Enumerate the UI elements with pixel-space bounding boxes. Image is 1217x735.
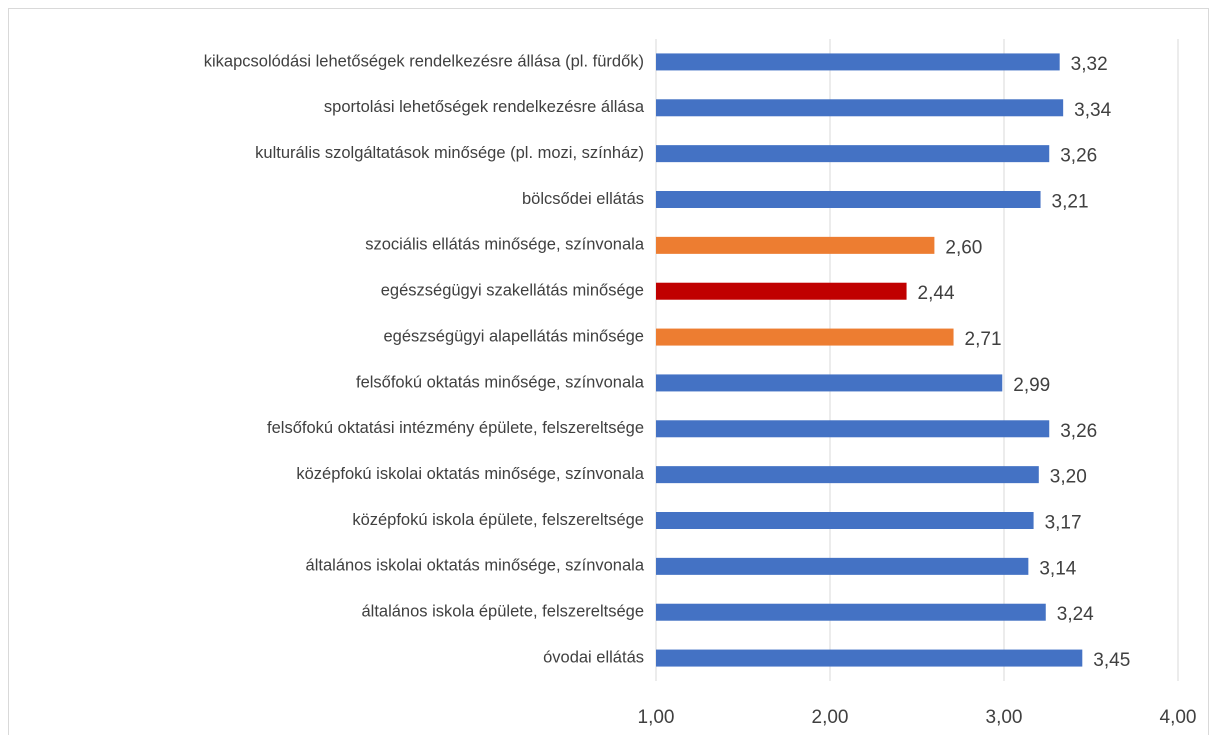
data-label: 3,24 (1057, 604, 1094, 625)
data-label: 3,20 (1050, 467, 1087, 488)
bar (656, 53, 1060, 71)
data-label: 3,14 (1039, 558, 1076, 579)
bar (656, 328, 954, 346)
y-tick-label: szociális ellátás minősége, színvonala (365, 236, 645, 254)
y-tick-label: középfokú iskola épülete, felszereltsége (352, 511, 644, 529)
bar (656, 374, 1003, 392)
bar (656, 99, 1064, 117)
bar (656, 557, 1029, 575)
y-tick-label: kikapcsolódási lehetőségek rendelkezésre… (204, 52, 644, 70)
data-label: 3,17 (1045, 513, 1082, 534)
bar (656, 191, 1041, 208)
bar (656, 282, 907, 300)
data-label: 2,71 (965, 329, 1002, 350)
bar (656, 603, 1046, 621)
y-tick-label: középfokú iskolai oktatás minősége, szín… (296, 465, 644, 483)
data-label: 3,45 (1093, 650, 1130, 671)
x-tick-label: 1,00 (638, 707, 675, 728)
y-tick-label: felsőfokú oktatási intézmény épülete, fe… (267, 419, 644, 437)
y-tick-label: kulturális szolgáltatások minősége (pl. … (255, 144, 644, 162)
data-label: 3,26 (1060, 421, 1097, 442)
y-tick-label: óvodai ellátás (543, 648, 644, 666)
data-label: 2,60 (945, 237, 982, 258)
x-tick-label: 4,00 (1160, 707, 1197, 728)
data-label: 2,99 (1013, 375, 1050, 396)
y-tick-label: általános iskola épülete, felszereltsége (361, 603, 644, 621)
bar (656, 649, 1083, 667)
data-label: 2,44 (918, 283, 955, 304)
data-label: 3,32 (1071, 54, 1108, 75)
y-tick-label: sportolási lehetőségek rendelkezésre áll… (324, 98, 645, 116)
bar (656, 236, 935, 254)
y-tick-label: felsőfokú oktatás minősége, színvonala (356, 373, 645, 391)
y-tick-label: egészségügyi alapellátás minősége (383, 327, 644, 345)
data-label: 3,21 (1052, 192, 1089, 213)
bar (656, 145, 1050, 163)
y-tick-label: bölcsődei ellátás (522, 190, 644, 208)
x-tick-label: 3,00 (986, 707, 1023, 728)
data-label: 3,34 (1074, 100, 1111, 121)
y-tick-label: általános iskolai oktatás minősége, szín… (306, 557, 645, 575)
y-tick-label: egészségügyi szakellátás minősége (381, 282, 644, 300)
bar (656, 420, 1050, 438)
data-label: 3,26 (1060, 146, 1097, 167)
bar (656, 512, 1034, 529)
chart-border (8, 8, 1209, 735)
x-tick-label: 2,00 (812, 707, 849, 728)
bar (656, 466, 1039, 484)
